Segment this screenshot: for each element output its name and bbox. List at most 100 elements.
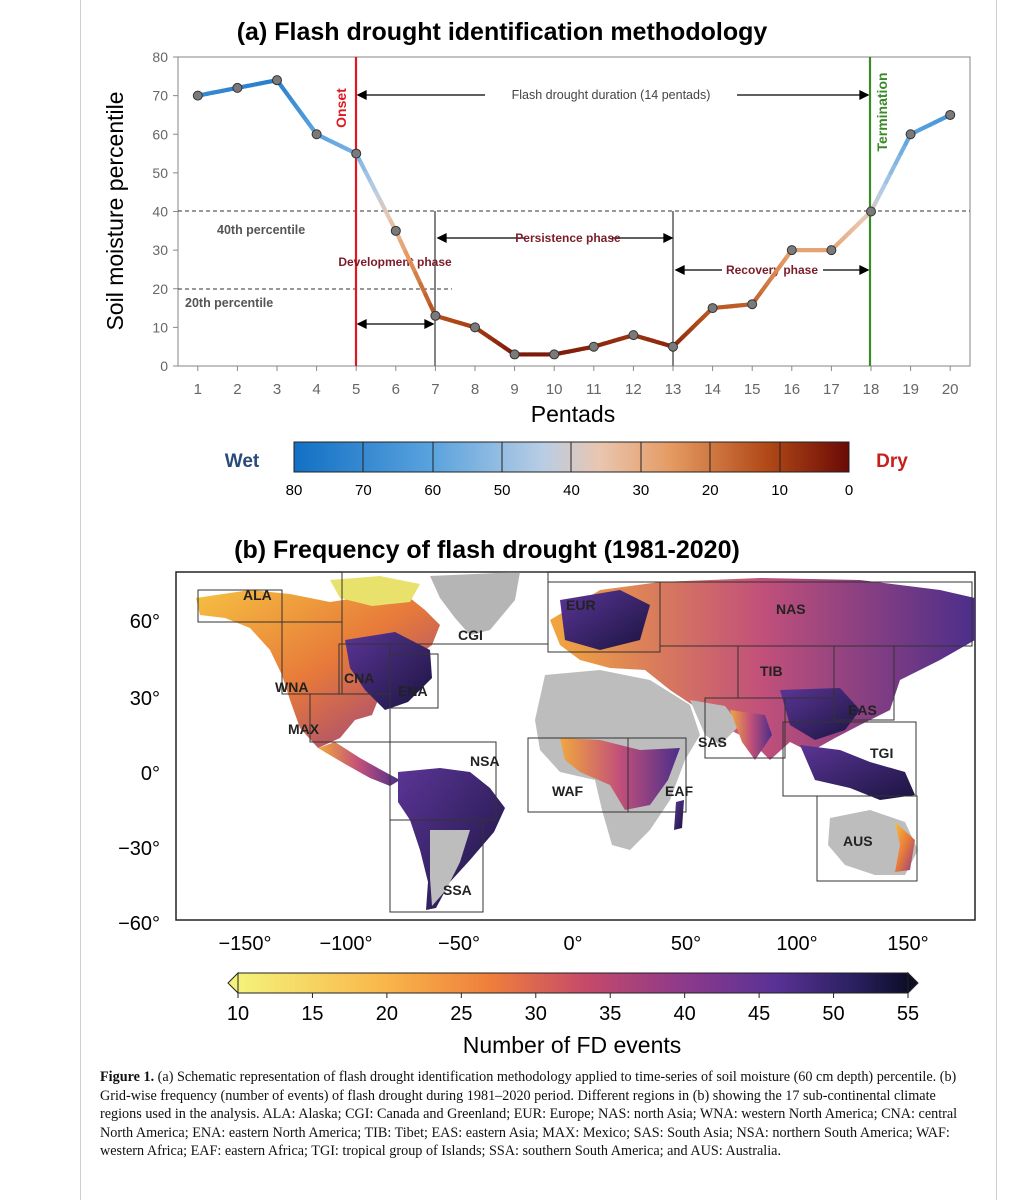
duration-label: Flash drought duration (14 pentads) [512,88,711,102]
figure-caption: Figure 1. (a) Schematic representation o… [100,1068,980,1161]
land-north-america [196,590,440,748]
data-point [786,245,797,256]
data-point [747,299,758,310]
x-tick-label: 12 [625,381,642,398]
lon-tick: −150° [218,933,271,955]
data-point [232,82,243,93]
x-tick-label: 8 [471,381,479,398]
data-point [351,148,362,159]
data-point [430,310,441,321]
longitude-ticks: −150° −100° −50° 0° 50° 100° 150° [218,933,928,955]
colorbar-b-tick-label: 50 [822,1003,844,1025]
region-label-ala: ALA [243,587,272,603]
region-label-cna: CNA [344,670,374,686]
x-tick-label: 6 [392,381,400,398]
region-label-eur: EUR [566,597,596,613]
data-point [470,322,480,333]
region-label-max: MAX [288,721,320,737]
colorbar-ticks-a: 80 70 60 50 40 30 20 10 0 [286,482,854,499]
land-africa-tropics [560,738,680,810]
region-label-wna: WNA [275,679,308,695]
dry-label: Dry [876,451,908,472]
x-tick-label: 13 [665,381,682,398]
colorbar-a-tick-label: 60 [424,482,441,499]
colorbar-b-tick-label: 25 [450,1003,472,1025]
y-tick-label: 70 [152,88,168,104]
panel-a-line-chart: (a) Flash drought identification methodo… [102,18,971,499]
x-tick-label: 5 [352,381,360,398]
y-tick-label: 0 [160,358,168,374]
termination-label: Termination [874,72,890,151]
page-margin-left [80,0,81,1200]
page-margin-right [996,0,997,1200]
x-tick-label: 17 [823,381,840,398]
colorbar-b-tick-label: 45 [748,1003,770,1025]
x-tick-label: 15 [744,381,761,398]
lon-tick: 0° [563,933,582,955]
land-greenland [430,572,520,635]
region-label-tib: TIB [760,663,783,679]
x-tick-label: 20 [942,381,959,398]
x-tick-label: 7 [431,381,439,398]
colorbar-a-tick-label: 30 [633,482,650,499]
y-axis-ticks: 0 10 20 30 40 50 60 70 80 [152,49,178,374]
p20-label: 20th percentile [185,296,273,310]
data-point [549,349,560,360]
region-label-aus: AUS [843,833,873,849]
region-label-sas: SAS [698,734,727,750]
y-tick-label: 40 [152,204,168,220]
colorbar-a-tick-label: 80 [286,482,303,499]
land-arctic-islands [330,576,420,606]
lon-tick: 50° [671,933,701,955]
x-tick-label: 10 [546,381,563,398]
lat-tick: −60° [118,913,160,935]
data-point [509,349,520,360]
colorbar-ticks-b: 10 15 20 25 30 35 40 45 50 55 [227,993,919,1025]
development-label: Development phase [338,255,452,269]
x-tick-label: 1 [194,381,202,398]
landmasses [196,572,975,910]
x-tick-label: 3 [273,381,281,398]
region-labels: ALA CGI EUR NAS WNA CNA ENA TIB EAS MAX … [243,587,893,898]
y-tick-label: 30 [152,242,168,258]
data-point [945,109,956,120]
land-maritime-southeast-asia [800,745,915,800]
land-eastern-us [345,632,432,710]
lat-tick: 0° [141,763,160,785]
panel-b-title: (b) Frequency of flash drought (1981-202… [234,536,740,564]
land-madagascar [674,800,684,830]
land-southern-south-america [430,830,470,906]
region-label-eas: EAS [848,702,877,718]
x-tick-label: 14 [704,381,721,398]
colorbar-b-tick-label: 20 [376,1003,398,1025]
lon-tick: −100° [319,933,372,955]
land-east-asia [780,688,860,740]
lon-tick: 150° [887,933,928,955]
data-point [826,245,837,256]
lon-tick: 100° [776,933,817,955]
colorbar-a-tick-label: 20 [702,482,719,499]
p40-label: 40th percentile [217,223,305,237]
panel-b-world-map: (b) Frequency of flash drought (1981-202… [118,536,976,1058]
y-tick-label: 20 [152,281,168,297]
land-india [730,710,772,760]
phase-arrows [356,89,870,330]
data-point [628,330,639,341]
series-points [192,75,956,360]
colorbar-a-tick-label: 50 [494,482,511,499]
caption-text: (a) Schematic representation of flash dr… [100,1069,958,1160]
persistence-label: Persistence phase [515,231,621,245]
colorbar-label: Number of FD events [463,1032,682,1058]
x-tick-label: 11 [586,381,602,398]
land-eastern-australia [895,822,915,872]
wet-label: Wet [225,451,260,472]
region-label-ena: ENA [398,683,428,699]
land-europe [560,590,650,650]
data-point [390,225,401,236]
colorbar-max-extend [907,971,919,995]
land-central-america [318,742,400,786]
fd-events-colorbar [237,972,909,994]
y-axis-label: Soil moisture percentile [102,91,128,330]
colorbar-b-tick-label: 30 [525,1003,547,1025]
x-axis-label: Pentads [531,401,615,427]
